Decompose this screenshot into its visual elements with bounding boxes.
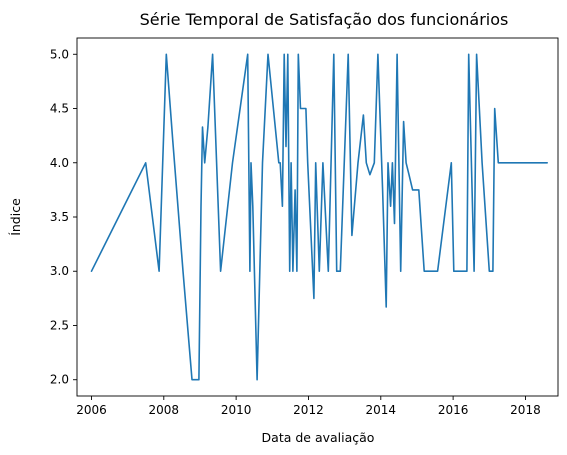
y-tick-label: 3.5 <box>50 210 69 224</box>
y-tick-label: 5.0 <box>50 47 69 61</box>
x-tick-label: 2018 <box>510 403 541 417</box>
series-line <box>90 53 548 381</box>
x-tick-label: 2010 <box>221 403 252 417</box>
x-tick-label: 2012 <box>293 403 324 417</box>
y-tick-label: 2.5 <box>50 318 69 332</box>
x-tick-label: 2014 <box>366 403 397 417</box>
x-axis: 2006 2008 2010 2012 2014 2016 2018 <box>76 396 541 417</box>
y-tick-label: 4.0 <box>50 156 69 170</box>
y-tick-label: 4.5 <box>50 102 69 116</box>
y-tick-label: 2.0 <box>50 373 69 387</box>
plot-area <box>76 37 559 397</box>
y-tick-label: 3.0 <box>50 264 69 278</box>
x-axis-label: Data de avaliação <box>262 430 375 445</box>
y-axis: 2.0 2.5 3.0 3.5 4.0 4.5 5.0 <box>50 47 77 387</box>
y-axis-label: Índice <box>8 198 23 236</box>
chart-title: Série Temporal de Satisfação dos funcion… <box>140 10 509 29</box>
x-tick-label: 2006 <box>76 403 107 417</box>
x-tick-label: 2008 <box>149 403 180 417</box>
x-tick-label: 2016 <box>438 403 469 417</box>
